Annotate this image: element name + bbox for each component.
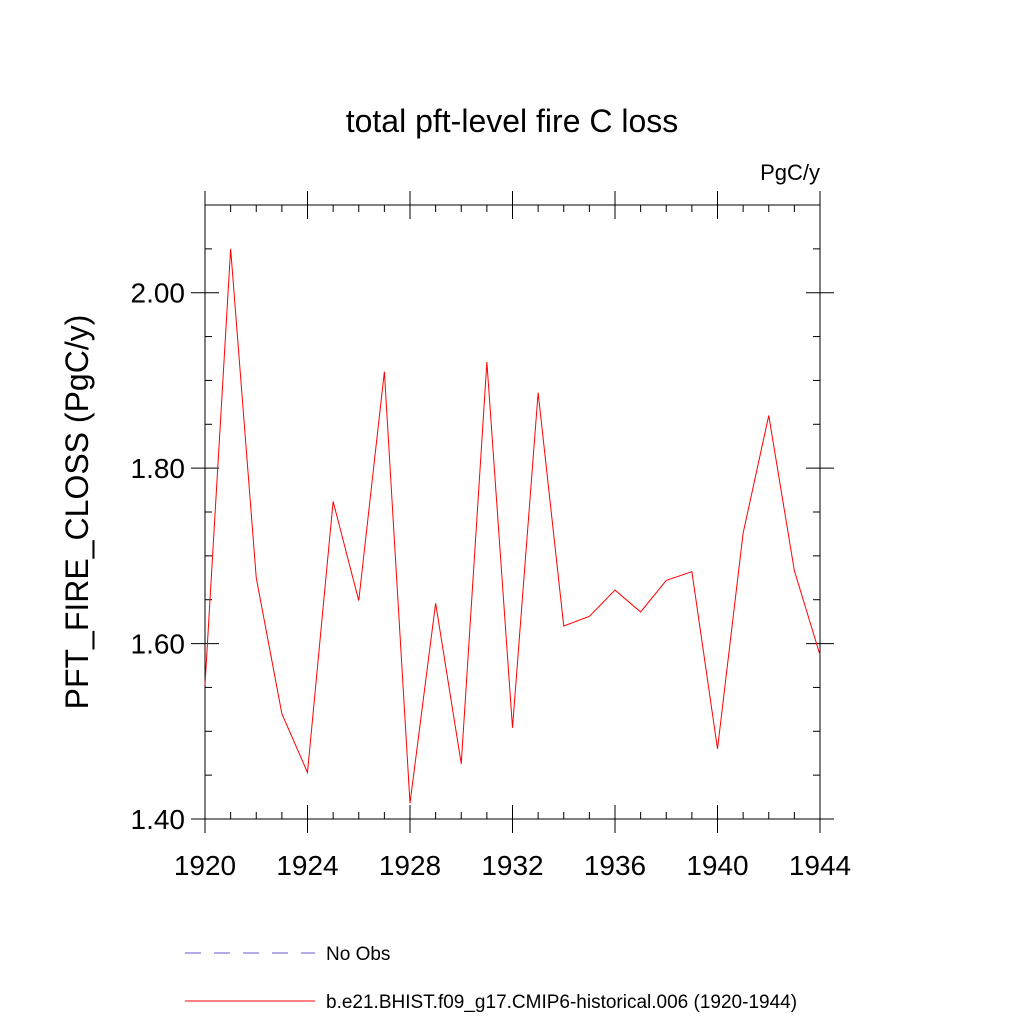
chart-title: total pft-level fire C loss bbox=[346, 103, 679, 139]
y-tick-label-2.00: 2.00 bbox=[131, 278, 186, 309]
x-tick-label-1936: 1936 bbox=[584, 850, 646, 881]
x-tick-label-1924: 1924 bbox=[276, 850, 338, 881]
x-tick-label-1944: 1944 bbox=[789, 850, 851, 881]
x-tick-label-1940: 1940 bbox=[686, 850, 748, 881]
x-tick-label-1920: 1920 bbox=[174, 850, 236, 881]
legend-label-1: b.e21.BHIST.f09_g17.CMIP6-historical.006… bbox=[326, 992, 797, 1013]
series-line-0 bbox=[204, 248, 821, 804]
legend: No Obs b.e21.BHIST.f09_g17.CMIP6-historic… bbox=[185, 944, 797, 1013]
units-label: PgC/y bbox=[760, 160, 820, 185]
legend-label-0: No Obs bbox=[326, 944, 390, 965]
x-tick-label-1928: 1928 bbox=[379, 850, 441, 881]
y-axis-label: PFT_FIRE_CLOSS (PgC/y) bbox=[59, 315, 95, 710]
y-tick-label-1.80: 1.80 bbox=[131, 453, 186, 484]
y-tick-label-1.40: 1.40 bbox=[131, 804, 186, 835]
x-tick-label-1932: 1932 bbox=[481, 850, 543, 881]
series-layer bbox=[204, 248, 821, 804]
tick-labels: 1920 1924 1928 1932 1936 1940 1944 1.40 1.60 1.80… bbox=[131, 278, 852, 881]
axis-ticks bbox=[191, 191, 834, 833]
y-tick-label-1.60: 1.60 bbox=[131, 629, 186, 660]
